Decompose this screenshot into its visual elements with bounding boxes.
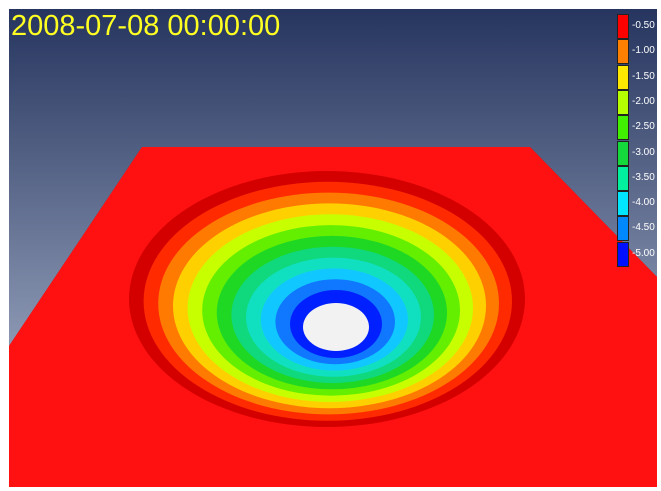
legend-label: -2.00 <box>632 95 655 107</box>
legend-label: -4.00 <box>632 197 655 209</box>
legend-swatch <box>617 165 629 191</box>
well-center <box>303 303 369 351</box>
legend-swatch <box>617 89 629 115</box>
legend-label: -2.50 <box>632 121 655 133</box>
legend-swatch <box>617 191 629 217</box>
3d-viewport[interactable]: 2008-07-08 00:00:00 -0.50 -1.00 -1.50 -2.00… <box>9 9 657 487</box>
legend-label: -1.00 <box>632 45 655 57</box>
color-legend: -0.50 -1.00 -1.50 -2.00 -2.50 -3.00 -3.50 -4.00… <box>617 14 657 272</box>
legend-label: -4.50 <box>632 222 655 234</box>
legend-label: -0.50 <box>632 20 655 31</box>
legend-swatch <box>617 115 629 141</box>
drawdown-contours <box>129 171 525 427</box>
legend-swatch <box>617 241 629 267</box>
timestamp-label: 2008-07-08 00:00:00 <box>11 10 281 42</box>
legend-label: -1.50 <box>632 70 655 82</box>
legend-swatch <box>617 14 629 39</box>
legend-label: -3.50 <box>632 171 655 183</box>
legend-label: -5.00 <box>632 247 655 259</box>
legend-swatch <box>617 64 629 90</box>
legend-swatch <box>617 216 629 242</box>
legend-swatch <box>617 140 629 166</box>
legend-label: -3.00 <box>632 146 655 158</box>
surface-scene[interactable] <box>9 9 657 487</box>
legend-swatch <box>617 39 629 65</box>
